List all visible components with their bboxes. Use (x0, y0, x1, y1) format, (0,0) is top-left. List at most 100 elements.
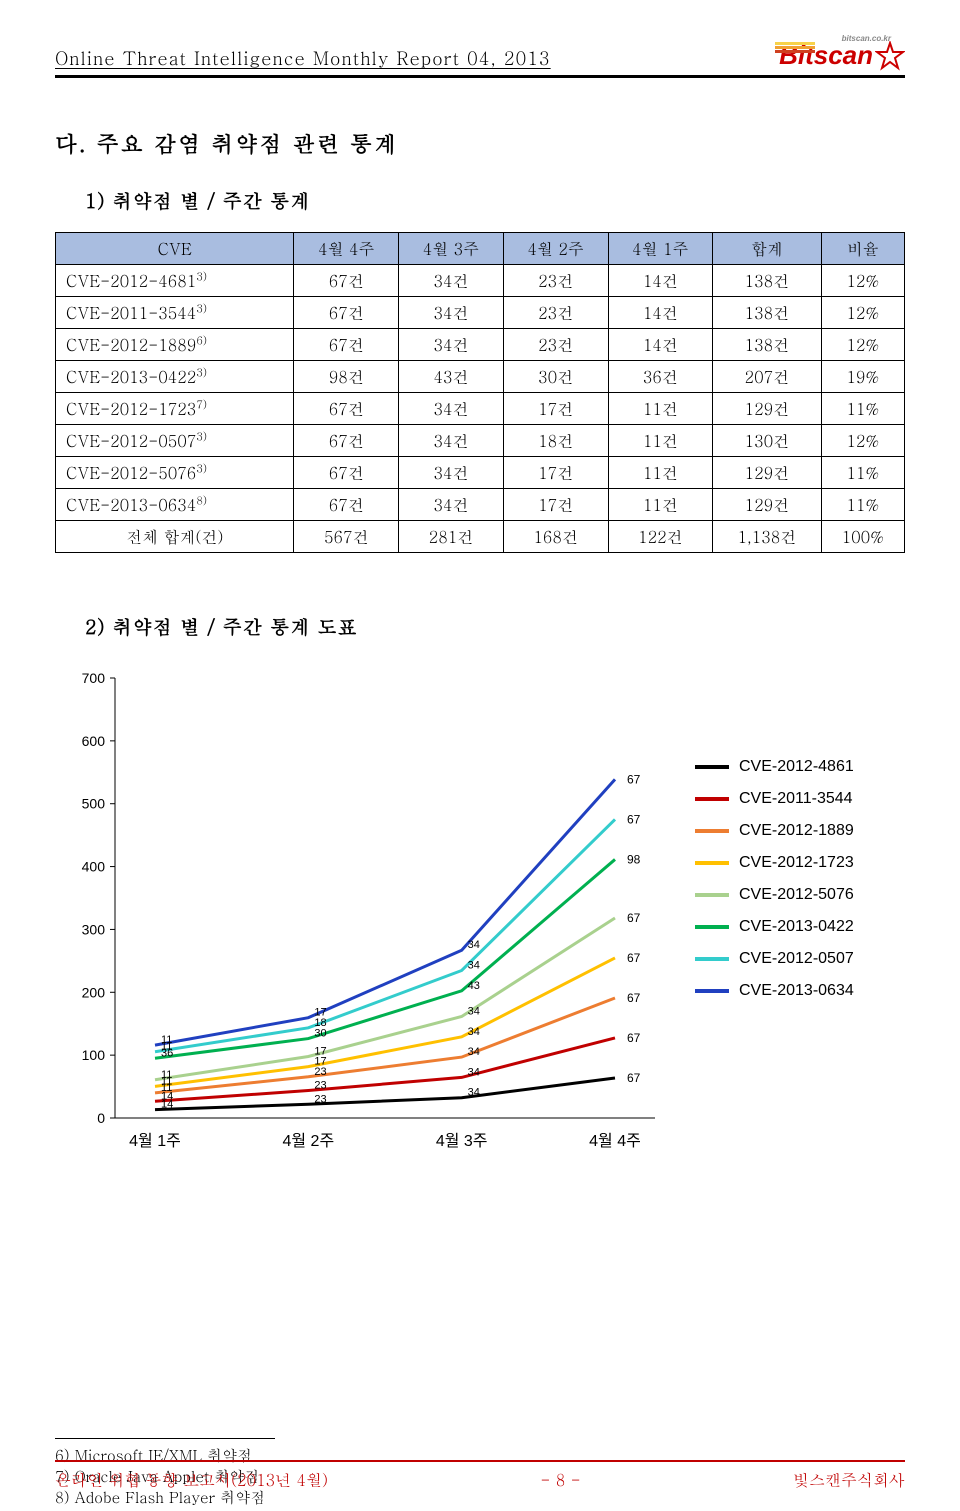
table-row: CVE-2011-35443)67건34건23건14건138건12% (56, 297, 905, 329)
svg-text:4월 4주: 4월 4주 (589, 1132, 641, 1150)
svg-text:34: 34 (468, 960, 480, 972)
svg-text:67: 67 (627, 951, 641, 965)
cve-cell: CVE-2012-46813) (56, 265, 294, 297)
svg-text:30: 30 (314, 1028, 326, 1040)
svg-text:34: 34 (468, 1005, 480, 1017)
svg-text:34: 34 (468, 1026, 480, 1038)
legend-label: CVE-2011-3544 (739, 790, 853, 808)
table-cell: 19% (821, 361, 904, 393)
legend-item: CVE-2012-5076 (695, 886, 854, 904)
table-row: CVE-2012-50763)67건34건17건11건129건11% (56, 457, 905, 489)
logo-text: Bitscan bitscan.co.kr (779, 40, 873, 71)
legend-item: CVE-2013-0634 (695, 982, 854, 1000)
cve-cell: CVE-2012-18896) (56, 329, 294, 361)
table-cell: 138건 (713, 265, 821, 297)
cve-cell: CVE-2012-50763) (56, 457, 294, 489)
svg-text:98: 98 (627, 852, 641, 866)
table-cell: 17건 (503, 457, 608, 489)
footer-center: - 8 - (540, 1468, 580, 1491)
legend-label: CVE-2012-1889 (739, 822, 854, 840)
svg-text:67: 67 (627, 991, 641, 1005)
svg-text:400: 400 (82, 859, 106, 875)
table-cell: 12% (821, 297, 904, 329)
table-header-cell: 4월 1주 (608, 233, 713, 265)
table-cell: 34건 (399, 329, 504, 361)
legend-label: CVE-2012-1723 (739, 854, 854, 872)
table-cell: 34건 (399, 297, 504, 329)
chart-container: 01002003004005006007004월 1주4월 2주4월 3주4월 … (55, 658, 905, 1178)
legend-item: CVE-2012-1889 (695, 822, 854, 840)
svg-text:11: 11 (161, 1069, 172, 1081)
table-row: CVE-2012-18896)67건34건23건14건138건12% (56, 329, 905, 361)
cve-table: CVE4월 4주4월 3주4월 2주4월 1주합계비율 CVE-2012-468… (55, 232, 905, 553)
svg-text:67: 67 (627, 772, 641, 786)
table-cell: 67건 (294, 297, 399, 329)
footer-right: 빛스캔주식회사 (793, 1468, 905, 1491)
table-cell: 34건 (399, 457, 504, 489)
svg-text:34: 34 (468, 939, 480, 951)
legend-swatch (695, 957, 729, 961)
table-cell: 11건 (608, 393, 713, 425)
table-cell: 23건 (503, 297, 608, 329)
table-cell: 17건 (503, 489, 608, 521)
legend-label: CVE-2012-0507 (739, 950, 854, 968)
table-row: CVE-2012-17237)67건34건17건11건129건11% (56, 393, 905, 425)
cve-cell: CVE-2012-05073) (56, 425, 294, 457)
svg-text:300: 300 (82, 921, 106, 937)
table-header-cell: 4월 3주 (399, 233, 504, 265)
table-cell: 138건 (713, 329, 821, 361)
table-cell: 23건 (503, 265, 608, 297)
table-cell: 18건 (503, 425, 608, 457)
svg-text:34: 34 (468, 1087, 480, 1099)
svg-text:100: 100 (82, 1047, 106, 1063)
cve-cell: CVE-2012-17237) (56, 393, 294, 425)
page-header: Online Threat Intelligence Monthly Repor… (55, 40, 905, 78)
subsection2-title: 2) 취약점 별 / 주간 통계 도표 (85, 613, 905, 640)
table-header-cell: CVE (56, 233, 294, 265)
table-cell: 11% (821, 457, 904, 489)
svg-text:11: 11 (161, 1034, 172, 1046)
table-header-cell: 4월 4주 (294, 233, 399, 265)
table-cell: 12% (821, 265, 904, 297)
table-row: CVE-2013-06348)67건34건17건11건129건11% (56, 489, 905, 521)
svg-text:700: 700 (82, 670, 106, 686)
table-cell: 17건 (503, 393, 608, 425)
subsection1-title: 1) 취약점 별 / 주간 통계 (85, 187, 905, 214)
svg-text:4월 3주: 4월 3주 (436, 1132, 488, 1150)
svg-text:4월 1주: 4월 1주 (129, 1132, 181, 1150)
table-cell: 67건 (294, 425, 399, 457)
table-cell: 11% (821, 393, 904, 425)
table-cell: 23건 (503, 329, 608, 361)
legend-label: CVE-2013-0634 (739, 982, 854, 1000)
legend-swatch (695, 989, 729, 993)
table-cell: 122건 (608, 521, 713, 553)
table-row: CVE-2012-05073)67건34건18건11건130건12% (56, 425, 905, 457)
table-cell: 12% (821, 329, 904, 361)
table-cell: 67건 (294, 457, 399, 489)
table-cell: 11% (821, 489, 904, 521)
svg-text:43: 43 (468, 980, 480, 992)
cve-cell: CVE-2013-04223) (56, 361, 294, 393)
svg-text:34: 34 (468, 1066, 480, 1078)
chart-legend: CVE-2012-4861 CVE-2011-3544 CVE-2012-1889 C… (695, 758, 854, 1014)
table-cell: 1,138건 (713, 521, 821, 553)
legend-swatch (695, 925, 729, 929)
page-footer: 온라인 위협 동향 보고서(2013년 4월) - 8 - 빛스캔주식회사 (55, 1460, 905, 1491)
svg-text:4월 2주: 4월 2주 (282, 1132, 334, 1150)
table-cell: 30건 (503, 361, 608, 393)
table-cell: 567건 (294, 521, 399, 553)
svg-text:67: 67 (627, 911, 641, 925)
cve-cell: CVE-2011-35443) (56, 297, 294, 329)
table-total-row: 전체 합계(건)567건281건168건122건1,138건100% (56, 521, 905, 553)
legend-label: CVE-2012-4861 (739, 758, 854, 776)
report-title: Online Threat Intelligence Monthly Repor… (55, 46, 551, 71)
table-cell: 98건 (294, 361, 399, 393)
legend-item: CVE-2012-1723 (695, 854, 854, 872)
cve-cell: CVE-2013-06348) (56, 489, 294, 521)
table-row: CVE-2012-46813)67건34건23건14건138건12% (56, 265, 905, 297)
legend-swatch (695, 765, 729, 769)
legend-swatch (695, 829, 729, 833)
table-header-cell: 합계 (713, 233, 821, 265)
footnote-separator (55, 1438, 275, 1439)
table-cell: 100% (821, 521, 904, 553)
